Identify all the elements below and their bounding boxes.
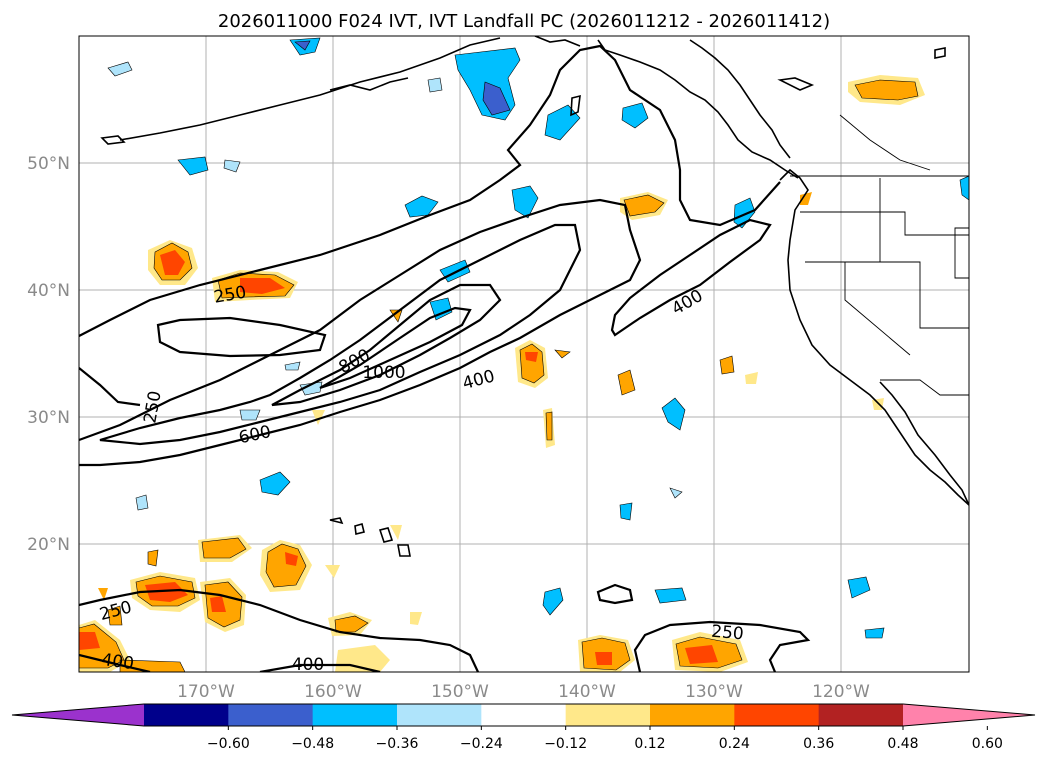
- y-tick-label: 30°N: [27, 408, 70, 428]
- political-borders: [790, 114, 969, 396]
- colorbar-tick-label: 0.48: [887, 736, 918, 752]
- colorbar-tick-label: 0.36: [803, 736, 834, 752]
- y-tick-label: 40°N: [27, 281, 70, 301]
- colorbar-segment: [397, 704, 482, 726]
- ivt-contours: [79, 44, 811, 672]
- colorbar-tick-label: −0.36: [376, 736, 419, 752]
- x-tick-label: 120°W: [812, 682, 870, 702]
- colorbar-outline: [11, 703, 1036, 727]
- figure-title: 2026011000 F024 IVT, IVT Landfall PC (20…: [218, 11, 830, 32]
- contour-label: 400: [100, 650, 135, 674]
- y-tick-label: 50°N: [27, 154, 70, 174]
- colorbar-segment: [650, 704, 735, 726]
- colorbar: −0.60 −0.48 −0.36 −0.24 −0.12 0.12 0.24 0.36 0.4…: [11, 703, 1036, 752]
- colorbar-segment: [481, 704, 567, 726]
- x-tick-label: 150°W: [431, 682, 489, 702]
- colorbar-segment: [312, 704, 398, 726]
- x-tick-label: 160°W: [304, 682, 362, 702]
- colorbar-segment: [228, 704, 314, 726]
- colorbar-tick-label: 0.12: [634, 736, 665, 752]
- colorbar-tick-label: 0.24: [719, 736, 750, 752]
- pc-negative-shading: [107, 37, 969, 639]
- x-tick-label: 170°W: [177, 682, 235, 702]
- colorbar-segment: [565, 704, 651, 726]
- colorbar-tick-label: −0.12: [544, 736, 587, 752]
- colorbar-segment: [818, 704, 904, 726]
- x-tick-label: 140°W: [558, 682, 616, 702]
- colorbar-segment: [734, 704, 820, 726]
- coastlines: [100, 36, 969, 557]
- colorbar-tick-label: −0.60: [207, 736, 250, 752]
- colorbar-extension-low: [12, 704, 144, 726]
- y-axis-ticks: 50°N 40°N 30°N 20°N: [27, 154, 70, 555]
- contour-label: 250: [710, 622, 744, 645]
- map-frame: [78, 35, 970, 673]
- colorbar-tick-label: −0.24: [460, 736, 503, 752]
- contour-label: 1000: [362, 363, 405, 383]
- x-tick-label: 130°W: [685, 682, 743, 702]
- colorbar-tick-label: −0.48: [291, 736, 334, 752]
- colorbar-extension-high: [903, 704, 1035, 726]
- colorbar-segment: [144, 704, 229, 726]
- colorbar-tick-label: 0.60: [972, 736, 1003, 752]
- x-axis-ticks: 170°W 160°W 150°W 140°W 130°W 120°W: [177, 682, 870, 702]
- contour-label: 400: [292, 655, 324, 675]
- y-tick-label: 20°N: [27, 535, 70, 555]
